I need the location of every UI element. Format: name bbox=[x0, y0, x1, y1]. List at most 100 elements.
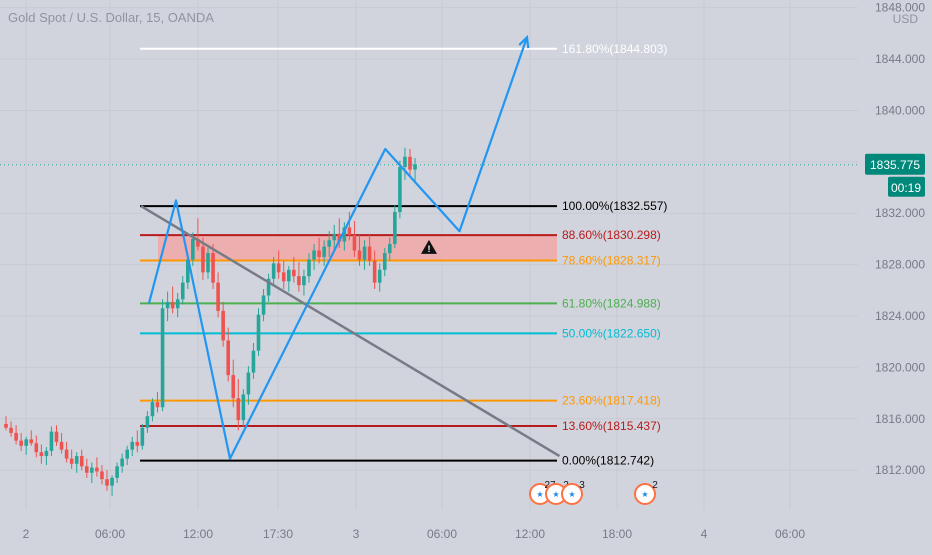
candle-body bbox=[44, 450, 49, 457]
candle-body bbox=[312, 250, 316, 260]
candle-body bbox=[125, 449, 129, 459]
candle-body bbox=[332, 233, 337, 241]
projection-line bbox=[147, 36, 529, 460]
candle-body bbox=[251, 350, 256, 373]
price-axis-bg bbox=[858, 0, 932, 550]
candle-body bbox=[155, 402, 160, 408]
price-tick-label: 1832.000 bbox=[875, 206, 925, 220]
candle-body bbox=[216, 282, 220, 311]
candle-body bbox=[201, 246, 205, 273]
candle-body bbox=[398, 167, 402, 212]
fib-label: 161.80%(1844.803) bbox=[562, 42, 667, 56]
candle-body bbox=[39, 452, 44, 457]
flag-icon: ★ bbox=[552, 490, 559, 499]
candle-body bbox=[95, 467, 99, 472]
time-tick-label: 12:00 bbox=[183, 527, 213, 541]
candles bbox=[4, 147, 417, 496]
candle-body bbox=[241, 394, 246, 421]
candle-body bbox=[362, 246, 367, 260]
candle-body bbox=[110, 477, 114, 486]
event-count: 2 bbox=[652, 480, 658, 491]
fib-label: 78.60%(1828.317) bbox=[562, 254, 661, 268]
candle-body bbox=[372, 260, 377, 283]
candle-body bbox=[246, 372, 251, 395]
price-tag-value: 1835.775 bbox=[870, 158, 920, 172]
candle-body bbox=[337, 233, 342, 242]
time-tick-label: 18:00 bbox=[602, 527, 632, 541]
candle-body bbox=[175, 299, 180, 309]
warning-triangle bbox=[421, 239, 437, 254]
fib-zone bbox=[158, 235, 557, 261]
price-axis[interactable]: 1812.000 1816.000 1820.000 1824.000 1828.000… bbox=[858, 0, 932, 550]
candle-body bbox=[393, 211, 397, 245]
time-tick-label: 3 bbox=[353, 527, 360, 541]
warning-icon: ! bbox=[421, 239, 437, 254]
fib-zone-rect bbox=[158, 235, 557, 261]
candle-body bbox=[367, 246, 372, 261]
symbol-title: Gold Spot / U.S. Dollar, 15, OANDA bbox=[8, 10, 214, 25]
fib-label: 23.60%(1817.418) bbox=[562, 394, 661, 408]
candle-body bbox=[24, 439, 28, 446]
candle-body bbox=[292, 269, 296, 277]
warning-mark: ! bbox=[428, 244, 431, 254]
price-tick-label: 1840.000 bbox=[875, 103, 925, 117]
time-tick-label: 06:00 bbox=[427, 527, 457, 541]
candle-body bbox=[135, 441, 140, 446]
price-tick-label: 1828.000 bbox=[875, 258, 925, 272]
fib-label: 100.00%(1832.557) bbox=[562, 199, 667, 213]
time-tick-label: 17:30 bbox=[263, 527, 293, 541]
candle-body bbox=[388, 244, 392, 254]
countdown-value: 00:19 bbox=[891, 181, 921, 195]
candle-body bbox=[347, 227, 352, 236]
flag-icon: ★ bbox=[641, 490, 648, 499]
candle-body bbox=[34, 443, 39, 453]
candle-body bbox=[377, 269, 382, 283]
candle-body bbox=[221, 310, 225, 341]
candle-body bbox=[69, 458, 74, 464]
candle-body bbox=[322, 246, 326, 257]
candle-body bbox=[170, 301, 175, 309]
candle-body bbox=[130, 441, 135, 450]
candle-body bbox=[382, 253, 387, 270]
fib-label: 50.00%(1822.650) bbox=[562, 326, 661, 340]
projection-path bbox=[147, 34, 530, 460]
candle-body bbox=[236, 398, 241, 421]
candle-body bbox=[276, 263, 281, 273]
price-tag-box bbox=[865, 153, 925, 175]
time-tick-label: 06:00 bbox=[775, 527, 805, 541]
trendline bbox=[140, 205, 561, 458]
candle-body bbox=[317, 250, 321, 257]
price-tick-label: 1820.000 bbox=[875, 360, 925, 374]
flag-icon: ★ bbox=[536, 490, 543, 499]
events: ★27★2★3★2 bbox=[529, 480, 658, 505]
candle-body bbox=[413, 164, 417, 170]
event-flag: ★2 bbox=[634, 480, 658, 505]
candle-body bbox=[211, 253, 215, 283]
candle-body bbox=[403, 156, 407, 168]
trendline-segment bbox=[140, 205, 561, 458]
candle-body bbox=[74, 456, 79, 464]
candle-body bbox=[4, 423, 8, 428]
time-tick-label: 4 bbox=[701, 527, 708, 541]
candle-body bbox=[408, 156, 412, 170]
candle-body bbox=[100, 471, 104, 480]
countdown-box bbox=[888, 176, 925, 197]
flag-icon: ★ bbox=[568, 490, 575, 499]
candle-body bbox=[266, 278, 271, 296]
candle-body bbox=[297, 276, 301, 286]
candle-body bbox=[19, 440, 23, 446]
time-tick-label: 06:00 bbox=[95, 527, 125, 541]
time-axis[interactable]: 2 06:00 12:00 17:30 3 06:00 12:00 18:00 4 06:00 bbox=[23, 527, 806, 541]
candle-body bbox=[14, 432, 18, 441]
candle-body bbox=[196, 238, 200, 247]
event-count: 3 bbox=[579, 480, 585, 491]
fib-label: 61.80%(1824.988) bbox=[562, 296, 661, 310]
time-tick-label: 12:00 bbox=[515, 527, 545, 541]
fib-label: 88.60%(1830.298) bbox=[562, 228, 661, 242]
candle-body bbox=[29, 439, 34, 444]
candle-body bbox=[186, 259, 190, 283]
candle-body bbox=[231, 375, 236, 399]
candle-body bbox=[79, 456, 84, 467]
